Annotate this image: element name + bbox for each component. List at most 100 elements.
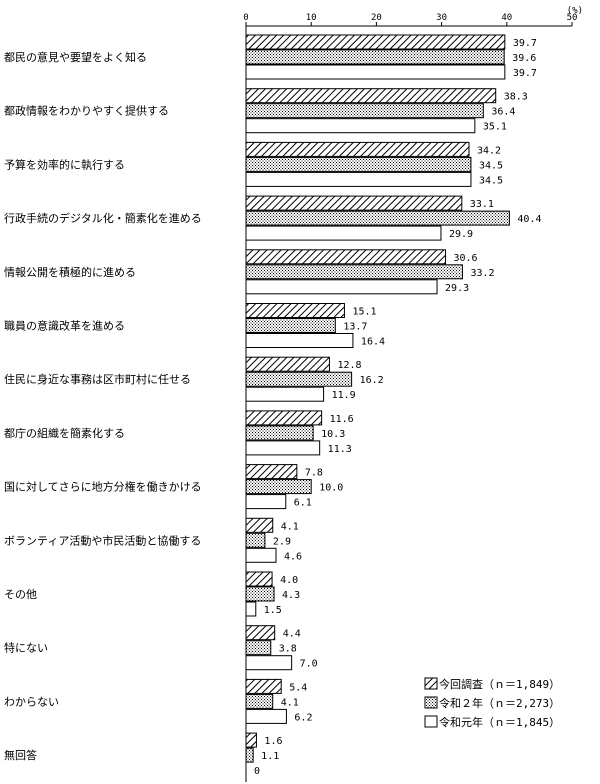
value-label: 36.4 xyxy=(491,107,515,118)
category-group: 都民の意見や要望をよく知る 39.7 39.6 39.7 xyxy=(4,34,537,80)
bar-dots xyxy=(245,156,472,172)
bar-hatch xyxy=(245,678,282,694)
bar-dots xyxy=(245,586,275,602)
legend-swatch-plain xyxy=(424,715,438,728)
bar-dots xyxy=(245,532,266,548)
legend-label: 令和元年（ｎ＝1,845） xyxy=(439,715,560,729)
bar-plain xyxy=(245,708,287,724)
category-group: 行政手続のデジタル化・簡素化を進める 33.1 40.4 29.9 xyxy=(4,195,542,241)
bar-plain xyxy=(245,655,293,671)
bar-hatch xyxy=(245,356,330,372)
bar-dots xyxy=(245,264,463,280)
category-label: 都庁の組織を簡素化する xyxy=(4,426,125,440)
legend-label: 令和２年（ｎ＝2,273） xyxy=(439,696,560,710)
category-label: 特にない xyxy=(4,641,48,655)
category-group: 都政情報をわかりやすく提供する 38.3 36.4 35.1 xyxy=(4,88,528,134)
bar-plain xyxy=(245,225,442,241)
value-label: 1.5 xyxy=(264,605,282,616)
x-tick-label: 20 xyxy=(371,13,382,23)
category-group: 情報公開を積極的に進める 30.6 33.229.3 xyxy=(4,249,495,295)
bar-dots xyxy=(245,425,314,441)
category-group: 住民に身近な事務は区市町村に任せる 12.8 16.2 11.9 xyxy=(4,356,384,402)
bar-plain xyxy=(245,64,506,80)
value-label: 1.6 xyxy=(264,736,282,747)
x-tick-label: 40 xyxy=(501,13,512,23)
value-label: 11.9 xyxy=(332,390,356,401)
category-label: 国に対してさらに地方分権を働きかける xyxy=(4,480,202,494)
value-label: 33.2 xyxy=(470,268,494,279)
bar-hatch xyxy=(245,464,298,480)
value-label: 34.5 xyxy=(479,175,503,186)
category-label: 職員の意識改革を進める xyxy=(4,319,125,333)
value-label: 11.3 xyxy=(328,444,352,455)
bar-hatch xyxy=(245,34,506,50)
category-label: 都民の意見や要望をよく知る xyxy=(4,50,147,64)
category-group: 特にない 4.4 3.87.0 xyxy=(4,625,318,671)
bar-dots xyxy=(245,103,484,119)
category-label: ボランティア活動や市民活動と協働する xyxy=(4,533,201,547)
category-group: ボランティア活動や市民活動と協働する 4.1 2.9 4.6 xyxy=(4,517,302,563)
x-tick-label: 50 xyxy=(567,13,578,23)
legend-swatch-hatch xyxy=(424,677,438,690)
value-label: 34.5 xyxy=(479,160,503,171)
value-label: 29.9 xyxy=(449,229,473,240)
value-label: 4.1 xyxy=(281,697,299,708)
x-tick-label: 10 xyxy=(306,13,317,23)
x-tick-label: 0 xyxy=(243,13,248,23)
category-group: 職員の意識改革を進める 15.1 13.7 16.4 xyxy=(4,303,385,348)
value-label: 30.6 xyxy=(454,253,478,264)
value-label: 10.3 xyxy=(321,429,345,440)
bar-dots xyxy=(245,49,505,65)
bar-plain xyxy=(245,333,354,348)
category-group: わからない 5.4 4.1 6.2 xyxy=(4,678,312,724)
legend-label: 今回調査（ｎ＝1,849） xyxy=(439,677,560,691)
category-group: 国に対してさらに地方分権を働きかける 7.8 10.0 6.1 xyxy=(4,464,343,510)
value-label: 40.4 xyxy=(517,214,541,225)
legend-swatch-dots xyxy=(424,696,438,709)
value-label: 4.0 xyxy=(280,575,298,586)
category-group: その他 4.0 4.31.5 xyxy=(4,571,300,617)
bar-dots xyxy=(245,640,272,656)
bar-hatch xyxy=(245,141,470,157)
bar-plain xyxy=(245,440,321,456)
value-label: 10.0 xyxy=(319,483,343,494)
value-label: 1.1 xyxy=(261,751,279,762)
bar-plain xyxy=(245,118,476,134)
bar-hatch xyxy=(245,625,276,641)
bar-plain xyxy=(245,386,325,402)
bar-hatch xyxy=(245,410,323,426)
category-label: 住民に身近な事務は区市町村に任せる xyxy=(4,372,191,386)
value-label: 4.1 xyxy=(281,521,299,532)
value-label: 39.6 xyxy=(512,53,536,64)
bar-plain xyxy=(245,494,287,510)
category-label: わからない xyxy=(4,695,59,708)
bar-hatch xyxy=(245,732,257,748)
value-label: 7.0 xyxy=(300,659,318,670)
bar-dots xyxy=(245,210,510,226)
value-label: 33.1 xyxy=(470,199,494,210)
category-label: 情報公開を積極的に進める xyxy=(4,265,136,279)
bar-hatch xyxy=(245,249,447,265)
category-label: 行政手続のデジタル化・簡素化を進める xyxy=(4,211,202,225)
value-label: 38.3 xyxy=(504,92,528,103)
value-label: 2.9 xyxy=(273,536,291,547)
value-label: 4.4 xyxy=(283,629,301,640)
x-tick-label: 30 xyxy=(436,13,447,23)
bar-hatch xyxy=(245,88,497,104)
value-label: 7.8 xyxy=(305,468,323,479)
value-label: 15.1 xyxy=(352,307,376,318)
category-group: 都庁の組織を簡素化する 11.6 10.3 11.3 xyxy=(4,410,354,456)
unit-label: (%) xyxy=(567,6,583,16)
bar-plain xyxy=(245,547,277,563)
bar-plain xyxy=(245,601,257,617)
category-label: 都政情報をわかりやすく提供する xyxy=(4,104,169,118)
value-label: 3.8 xyxy=(279,644,297,655)
value-label: 29.3 xyxy=(445,283,469,294)
legend: 今回調査（ｎ＝1,849） 令和２年（ｎ＝2,273） 令和元年（ｎ＝1,845） xyxy=(424,677,560,729)
value-label: 34.2 xyxy=(477,145,501,156)
value-label: 4.6 xyxy=(284,551,302,562)
value-label: 0 xyxy=(254,766,260,777)
value-label: 11.6 xyxy=(330,414,354,425)
value-label: 39.7 xyxy=(513,38,537,49)
